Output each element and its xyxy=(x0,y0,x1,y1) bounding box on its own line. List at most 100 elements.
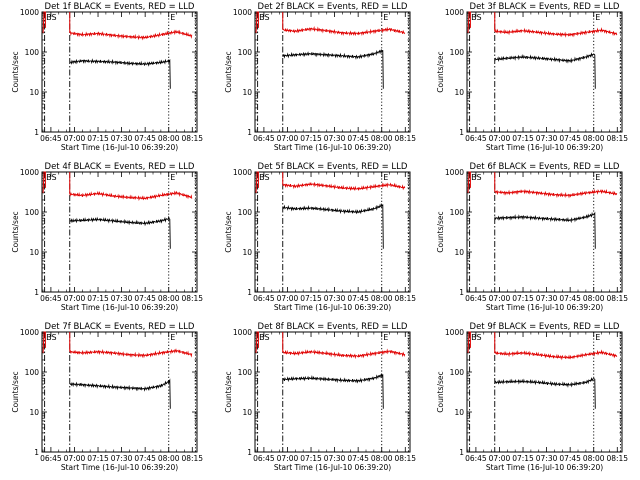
y-tick-label: 100 xyxy=(25,48,40,57)
y-tick-label: 10 xyxy=(454,408,464,417)
detector-panel: Det 1f BLACK = Events, RED = LLD 1 10 100 10… xyxy=(11,2,203,152)
x-tick-label: 07:30 xyxy=(324,294,346,303)
x-axis-label: Start Time (16-Jul-10 06:39:20) xyxy=(274,303,391,312)
y-tick-label: 1 xyxy=(34,448,39,457)
x-tick-label: 08:15 xyxy=(394,454,416,463)
x-tick-label: 08:00 xyxy=(371,454,393,463)
x-tick-label: 06:45 xyxy=(253,454,275,463)
x-tick-label: 07:15 xyxy=(87,294,109,303)
x-tick-label: 08:15 xyxy=(394,134,416,143)
plot-frame xyxy=(254,11,411,133)
event-marker-label: BS xyxy=(259,173,269,182)
y-tick-label: 100 xyxy=(238,48,253,57)
x-tick-label: 08:15 xyxy=(181,134,203,143)
panel-title: Det 1f BLACK = Events, RED = LLD xyxy=(45,2,195,12)
detector-panel: Det 2f BLACK = Events, RED = LLD 1 10 100 10… xyxy=(224,2,416,152)
y-axis-label: Counts/sec xyxy=(436,211,445,252)
lld-series-line xyxy=(282,348,406,360)
y-axis-label: Counts/sec xyxy=(11,51,20,92)
detector-panel: Det 3f BLACK = Events, RED = LLD 1 10 100 10… xyxy=(436,2,628,152)
x-tick-label: 07:00 xyxy=(489,294,511,303)
panel-title: Det 4f BLACK = Events, RED = LLD xyxy=(45,162,195,172)
x-tick-label: 07:45 xyxy=(134,294,156,303)
x-tick-label: 07:45 xyxy=(347,134,369,143)
x-tick-label: 07:30 xyxy=(536,454,558,463)
event-marker-label: E xyxy=(595,173,600,182)
x-tick-label: 06:45 xyxy=(40,294,62,303)
x-axis-label: Start Time (16-Jul-10 06:39:20) xyxy=(61,463,178,472)
x-axis-label: Start Time (16-Jul-10 06:39:20) xyxy=(274,463,391,472)
y-tick-label: 1 xyxy=(34,288,39,297)
event-marker-label: E xyxy=(595,13,600,22)
x-tick-label: 07:30 xyxy=(324,134,346,143)
x-tick-label: 07:30 xyxy=(111,454,133,463)
plot-frame xyxy=(41,11,198,133)
lld-spike-line xyxy=(255,171,259,193)
x-axis-label: Start Time (16-Jul-10 06:39:20) xyxy=(486,303,603,312)
x-tick-label: 07:15 xyxy=(512,294,534,303)
y-tick-label: 100 xyxy=(450,48,465,57)
x-axis-label: Start Time (16-Jul-10 06:39:20) xyxy=(274,143,391,152)
x-tick-label: 08:15 xyxy=(606,294,628,303)
y-tick-label: 100 xyxy=(25,208,40,217)
y-axis-label: Counts/sec xyxy=(11,371,20,412)
x-tick-label: 08:00 xyxy=(158,454,180,463)
plot-frame xyxy=(41,171,198,293)
event-marker-label: BS xyxy=(471,173,481,182)
x-tick-label: 07:45 xyxy=(134,134,156,143)
x-tick-label: 08:15 xyxy=(606,454,628,463)
event-marker-label: BS xyxy=(46,13,56,22)
lld-series-line xyxy=(494,349,618,361)
x-tick-label: 06:45 xyxy=(40,134,62,143)
lld-spike-line xyxy=(467,331,471,353)
y-tick-label: 1000 xyxy=(233,328,252,337)
event-marker-label: BS xyxy=(259,333,269,342)
x-tick-label: 07:15 xyxy=(512,454,534,463)
x-tick-label: 07:45 xyxy=(347,294,369,303)
events-series-line xyxy=(69,378,171,409)
y-axis-label: Counts/sec xyxy=(436,371,445,412)
plot-frame xyxy=(466,171,623,293)
y-axis-label: Counts/sec xyxy=(224,371,233,412)
x-tick-label: 08:00 xyxy=(583,134,605,143)
y-tick-label: 1 xyxy=(459,128,464,137)
events-series-line xyxy=(69,58,171,89)
panel-title: Det 2f BLACK = Events, RED = LLD xyxy=(258,2,408,12)
y-tick-label: 1000 xyxy=(233,168,252,177)
y-tick-label: 100 xyxy=(450,208,465,217)
y-tick-label: 1000 xyxy=(20,8,39,17)
lld-spike-line xyxy=(255,331,259,353)
x-tick-label: 07:15 xyxy=(300,294,322,303)
y-tick-label: 10 xyxy=(242,408,252,417)
x-tick-label: 07:15 xyxy=(512,134,534,143)
x-tick-label: 07:30 xyxy=(111,134,133,143)
x-tick-label: 06:45 xyxy=(465,134,487,143)
y-tick-label: 10 xyxy=(29,248,39,257)
y-tick-label: 1 xyxy=(247,128,252,137)
panel-title: Det 7f BLACK = Events, RED = LLD xyxy=(45,322,195,332)
plot-frame xyxy=(254,331,411,453)
event-marker-label: E xyxy=(383,173,388,182)
events-series-line xyxy=(282,373,384,409)
x-axis-label: Start Time (16-Jul-10 06:39:20) xyxy=(61,303,178,312)
lld-series-line xyxy=(494,188,618,199)
x-axis-label: Start Time (16-Jul-10 06:39:20) xyxy=(61,143,178,152)
y-axis-label: Counts/sec xyxy=(224,211,233,252)
x-tick-label: 07:15 xyxy=(300,454,322,463)
y-tick-label: 1000 xyxy=(20,168,39,177)
y-tick-label: 1 xyxy=(459,448,464,457)
x-tick-label: 07:15 xyxy=(300,134,322,143)
lld-spike-line xyxy=(42,331,46,353)
x-tick-label: 06:45 xyxy=(253,294,275,303)
detector-panel: Det 5f BLACK = Events, RED = LLD 1 10 100 10… xyxy=(224,162,416,312)
panel-title: Det 5f BLACK = Events, RED = LLD xyxy=(258,162,408,172)
x-tick-label: 07:45 xyxy=(559,134,581,143)
x-tick-label: 06:45 xyxy=(465,294,487,303)
detector-panel: Det 6f BLACK = Events, RED = LLD 1 10 100 10… xyxy=(436,162,628,312)
event-marker-label: BS xyxy=(46,173,56,182)
plot-frame xyxy=(41,331,198,453)
x-tick-label: 07:30 xyxy=(536,294,558,303)
x-tick-label: 07:00 xyxy=(277,454,299,463)
x-tick-label: 07:00 xyxy=(489,134,511,143)
